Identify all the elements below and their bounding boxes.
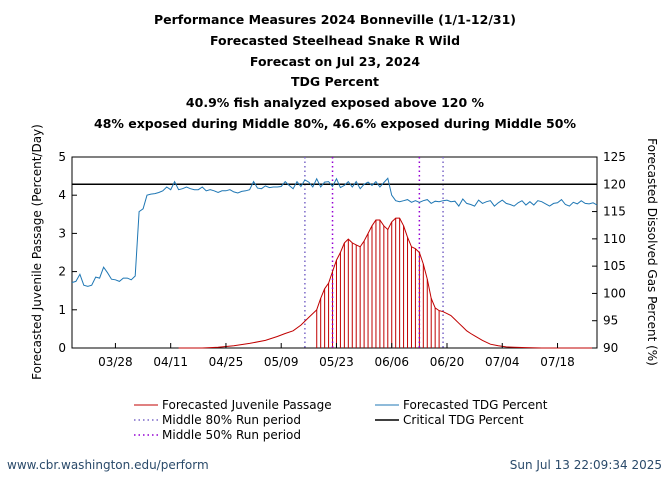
y-right-tick-label-7: 125 xyxy=(603,150,626,164)
y-left-tick-label-5: 5 xyxy=(58,150,66,164)
x-tick-label-7: 07/04 xyxy=(485,355,520,369)
tdg-series-line xyxy=(71,177,598,287)
legend-middle50-label: Middle 50% Run period xyxy=(162,428,301,442)
y-left-tick-label-3: 3 xyxy=(58,226,66,240)
y-left-tick-label-2: 2 xyxy=(58,265,66,279)
legend-tdg-label: Forecasted TDG Percent xyxy=(403,398,548,412)
y-right-tick-label-5: 115 xyxy=(603,205,626,219)
passage-series-line xyxy=(178,217,594,349)
footer-timestamp: Sun Jul 13 22:09:34 2025 xyxy=(509,458,662,472)
y-right-tick-label-1: 95 xyxy=(603,314,618,328)
legend-passage-label: Forecasted Juvenile Passage xyxy=(162,398,332,412)
chart-titles: Performance Measures 2024 Bonneville (1/… xyxy=(0,10,670,135)
y-right-tick-label-2: 100 xyxy=(603,286,626,300)
y-right-tick-label-4: 110 xyxy=(603,232,626,246)
chart-title-5: 40.9% fish analyzed exposed above 120 % xyxy=(185,95,485,111)
x-tick-label-5: 06/06 xyxy=(374,355,409,369)
x-tick-label-3: 05/09 xyxy=(264,355,299,369)
chart-title-3: Forecast on Jul 23, 2024 xyxy=(249,53,421,69)
y-left-axis-label: Forecasted Juvenile Passage (Percent/Day… xyxy=(30,124,44,380)
x-tick-label-0: 03/28 xyxy=(98,355,133,369)
x-tick-label-8: 07/18 xyxy=(540,355,575,369)
footer-url[interactable]: www.cbr.washington.edu/perform xyxy=(7,458,209,472)
y-left-tick-label-4: 4 xyxy=(58,188,66,202)
chart-title-6: 48% exposed during Middle 80%, 46.6% exp… xyxy=(94,115,576,131)
y-right-axis-label: Forecasted Dissolved Gas Percent (%) xyxy=(645,138,659,366)
x-tick-label-6: 06/20 xyxy=(430,355,465,369)
x-tick-label-1: 04/11 xyxy=(153,355,188,369)
y-right-tick-label-0: 90 xyxy=(603,341,618,355)
chart-title-4: TDG Percent xyxy=(290,74,380,90)
chart-title-2: Forecasted Steelhead Snake R Wild xyxy=(209,32,461,48)
x-tick-label-4: 05/23 xyxy=(319,355,354,369)
chart-title-1: Performance Measures 2024 Bonneville (1/… xyxy=(153,12,516,27)
plot-frame xyxy=(71,156,598,349)
y-left-tick-label-0: 0 xyxy=(58,341,66,355)
y-left-tick-label-1: 1 xyxy=(58,303,66,317)
legend: Forecasted Juvenile Passage Middle 80% R… xyxy=(134,398,548,442)
x-tick-label-2: 04/25 xyxy=(209,355,244,369)
legend-middle80-label: Middle 80% Run period xyxy=(162,413,301,427)
legend-critical-label: Critical TDG Percent xyxy=(403,413,524,427)
y-right-tick-label-6: 120 xyxy=(603,177,626,191)
y-right-tick-label-3: 105 xyxy=(603,259,626,273)
